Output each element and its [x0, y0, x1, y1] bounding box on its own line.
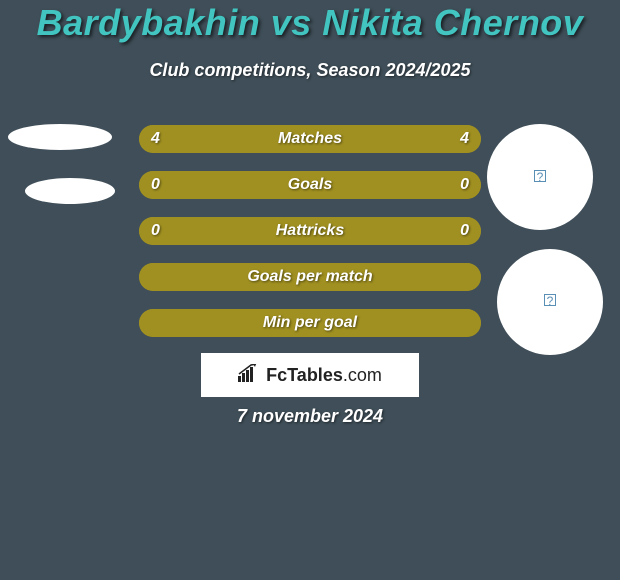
stat-label: Goals [139, 171, 481, 199]
logo-text-bold: FcTables [266, 365, 343, 385]
stat-label: Min per goal [139, 309, 481, 337]
page-title: Bardybakhin vs Nikita Chernov [0, 2, 620, 44]
stat-bars: Matches44Goals00Hattricks00Goals per mat… [139, 125, 481, 355]
stat-value-left: 0 [151, 171, 160, 199]
placeholder-icon: ? [544, 294, 556, 306]
fctables-logo: FcTables.com [201, 353, 419, 397]
placeholder-icon: ? [534, 170, 546, 182]
stat-label: Goals per match [139, 263, 481, 291]
player1-avatar [8, 124, 112, 150]
stat-value-left: 0 [151, 217, 160, 245]
stat-bar: Min per goal [139, 309, 481, 337]
stat-value-right: 0 [460, 171, 469, 199]
logo-text-light: .com [343, 365, 382, 385]
chart-icon [238, 364, 260, 387]
stat-value-right: 0 [460, 217, 469, 245]
team1-avatar [25, 178, 115, 204]
stat-bar: Goals0 0 [139, 171, 481, 199]
stat-value-left: 4 [151, 125, 160, 153]
comparison-card: Bardybakhin vs Nikita Chernov Club compe… [0, 0, 620, 580]
stat-bar: Goals per match [139, 263, 481, 291]
stat-label: Hattricks [139, 217, 481, 245]
stat-value-right: 4 [460, 125, 469, 153]
logo-text: FcTables.com [266, 365, 382, 386]
stat-bar: Matches4 4 [139, 125, 481, 153]
stat-bar: Hattricks0 0 [139, 217, 481, 245]
page-subtitle: Club competitions, Season 2024/2025 [0, 60, 620, 81]
stat-label: Matches [139, 125, 481, 153]
date-label: 7 november 2024 [0, 406, 620, 427]
